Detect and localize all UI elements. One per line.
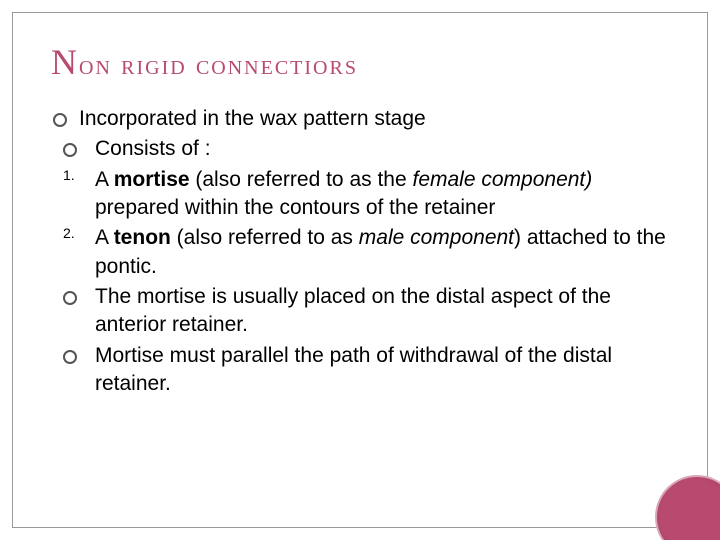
list-item: A tenon (also referred to as male compon… xyxy=(51,224,669,281)
title-first-rest: on xyxy=(79,49,112,81)
title-word-3: connectiors xyxy=(196,49,358,81)
list-item: The mortise is usually placed on the dis… xyxy=(51,283,669,340)
list-item: Consists of : xyxy=(51,135,669,163)
slide-title: Non rigid connectiors xyxy=(51,41,669,83)
list-item: Mortise must parallel the path of withdr… xyxy=(51,342,669,399)
corner-circle-decoration xyxy=(657,477,720,540)
list-item: A mortise (also referred to as the femal… xyxy=(51,166,669,223)
list-item: Incorporated in the wax pattern stage xyxy=(51,105,669,133)
slide-body: Incorporated in the wax pattern stageCon… xyxy=(51,105,669,398)
title-word-2: rigid xyxy=(121,49,187,81)
slide-frame: Non rigid connectiors Incorporated in th… xyxy=(12,12,708,528)
bullet-list: Incorporated in the wax pattern stageCon… xyxy=(51,105,669,398)
title-first-cap: N xyxy=(51,42,79,82)
